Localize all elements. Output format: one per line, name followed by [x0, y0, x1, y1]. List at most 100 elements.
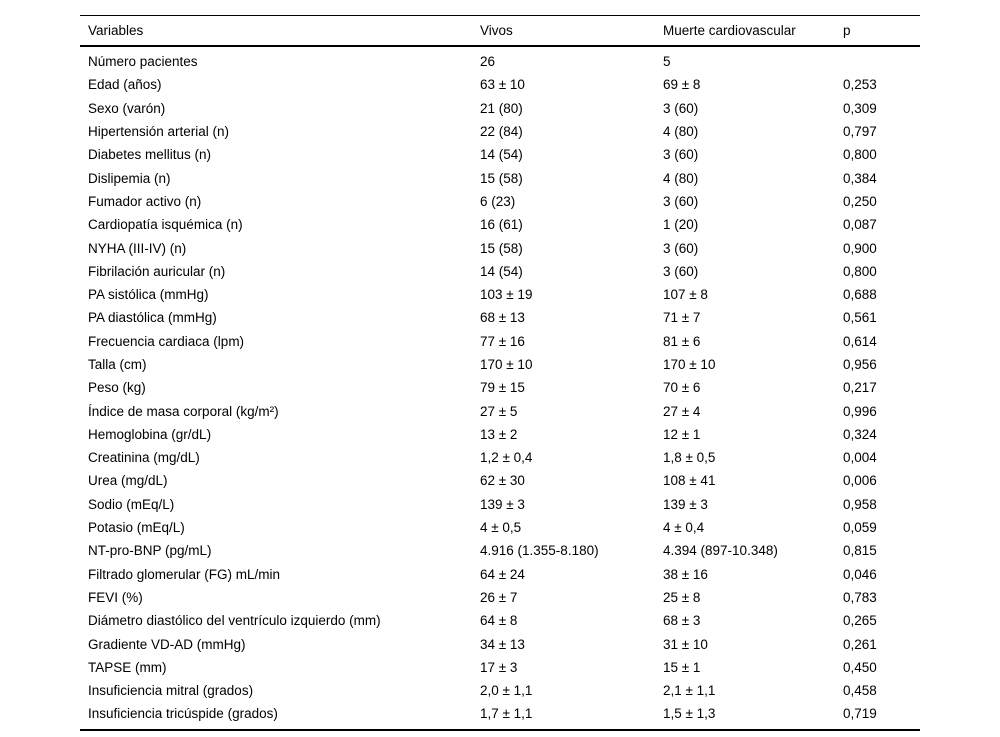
cell-vivos: 22 (84) — [480, 124, 523, 140]
table-row: PA sistólica (mmHg) 103 ± 19 107 ± 8 0,688 — [80, 283, 920, 306]
column-header-variables: Variables — [80, 15, 480, 47]
cell-variable: Diámetro diastólico del ventrículo izqui… — [88, 613, 381, 629]
table-row: Cardiopatía isquémica (n) 16 (61) 1 (20) 0,… — [80, 213, 920, 236]
cell-variable: Índice de masa corporal (kg/m²) — [88, 403, 279, 419]
cell-variable: Frecuencia cardiaca (lpm) — [88, 333, 245, 349]
cell-muerte-cardiovascular: 4 (80) — [663, 170, 699, 186]
cell-variable: Hipertensión arterial (n) — [88, 124, 230, 140]
cell-variable: Insuficiencia tricúspide (grados) — [80, 702, 480, 731]
cell-variable: Edad (años) — [88, 77, 162, 93]
cell-vivos: 13 ± 2 — [480, 426, 518, 442]
cell-p: 0,217 — [843, 380, 877, 396]
table-row: NT-pro-BNP (pg/mL) 4.916 (1.355-8.180) 4.3… — [80, 539, 920, 562]
cell-variable: FEVI (%) — [88, 589, 143, 605]
cell-variable: Cardiopatía isquémica (n) — [88, 217, 243, 233]
cell-muerte-cardiovascular: 139 ± 3 — [663, 496, 708, 512]
cell-muerte-cardiovascular: 4 (80) — [663, 124, 699, 140]
cell-p: 0,250 — [843, 193, 877, 209]
cell-muerte-cardiovascular: 3 (60) — [663, 193, 699, 209]
cell-muerte-cardiovascular: 2,1 ± 1,1 — [663, 683, 716, 699]
table-row: Fumador activo (n) 6 (23) 3 (60) 0,250 — [80, 190, 920, 213]
cell-muerte-cardiovascular: 70 ± 6 — [663, 380, 701, 396]
cell-vivos: 139 ± 3 — [480, 496, 525, 512]
cell-variable: Fibrilación auricular (n) — [88, 263, 226, 279]
table-row: NYHA (III-IV) (n) 15 (58) 3 (60) 0,900 — [80, 236, 920, 259]
cell-p: 0,996 — [843, 403, 877, 419]
cell-variable: Urea (mg/dL) — [88, 473, 168, 489]
cell-muerte-cardiovascular: 81 ± 6 — [663, 333, 701, 349]
cell-vivos: 68 ± 13 — [480, 310, 525, 326]
table-row: Fibrilación auricular (n) 14 (54) 3 (60) 0,… — [80, 260, 920, 283]
cell-variable: Fumador activo (n) — [88, 193, 202, 209]
table-row: TAPSE (mm) 17 ± 3 15 ± 1 0,450 — [80, 656, 920, 679]
cell-muerte-cardiovascular: 4.394 (897-10.348) — [663, 543, 778, 559]
cell-muerte-cardiovascular: 1,5 ± 1,3 — [663, 702, 843, 731]
table-row: PA diastólica (mmHg) 68 ± 13 71 ± 7 0,561 — [80, 306, 920, 329]
table-row: Urea (mg/dL) 62 ± 30 108 ± 41 0,006 — [80, 469, 920, 492]
cell-vivos: 14 (54) — [480, 263, 523, 279]
cell-vivos: 26 — [480, 54, 496, 70]
cell-p: 0,450 — [843, 659, 877, 675]
cell-vivos: 15 (58) — [480, 170, 523, 186]
cell-variable: Sodio (mEq/L) — [88, 496, 175, 512]
cell-p: 0,087 — [843, 217, 877, 233]
column-header-muerte-cardiovascular: Muerte cardiovascular — [663, 15, 843, 47]
table-row: Insuficiencia tricúspide (grados) 1,7 ± 1… — [80, 702, 920, 731]
cell-vivos: 1,7 ± 1,1 — [480, 702, 663, 731]
cell-p: 0,958 — [843, 496, 877, 512]
cell-p: 0,900 — [843, 240, 877, 256]
cell-variable: Potasio (mEq/L) — [88, 520, 185, 536]
column-header-vivos: Vivos — [480, 15, 663, 47]
cell-p: 0,006 — [843, 473, 877, 489]
cell-vivos: 1,2 ± 0,4 — [480, 450, 533, 466]
table-row: Gradiente VD-AD (mmHg) 34 ± 13 31 ± 10 0,26… — [80, 632, 920, 655]
table-row: Talla (cm) 170 ± 10 170 ± 10 0,956 — [80, 353, 920, 376]
cell-muerte-cardiovascular: 4 ± 0,4 — [663, 520, 705, 536]
cell-muerte-cardiovascular: 1,8 ± 0,5 — [663, 450, 716, 466]
table-row: Hemoglobina (gr/dL) 13 ± 2 12 ± 1 0,324 — [80, 423, 920, 446]
cell-muerte-cardiovascular: 71 ± 7 — [663, 310, 701, 326]
cell-vivos: 34 ± 13 — [480, 636, 525, 652]
cell-muerte-cardiovascular: 5 — [663, 54, 671, 70]
cell-muerte-cardiovascular: 107 ± 8 — [663, 287, 708, 303]
cell-p: 0,800 — [843, 263, 877, 279]
cell-variable: PA sistólica (mmHg) — [88, 287, 209, 303]
cell-vivos: 27 ± 5 — [480, 403, 518, 419]
cell-muerte-cardiovascular: 27 ± 4 — [663, 403, 701, 419]
cell-vivos: 2,0 ± 1,1 — [480, 683, 533, 699]
cell-variable: Creatinina (mg/dL) — [88, 450, 200, 466]
cell-vivos: 4.916 (1.355-8.180) — [480, 543, 599, 559]
cell-muerte-cardiovascular: 3 (60) — [663, 147, 699, 163]
cell-p: 0,797 — [843, 124, 877, 140]
table-row: Dislipemia (n) 15 (58) 4 (80) 0,384 — [80, 166, 920, 189]
cell-vivos: 103 ± 19 — [480, 287, 533, 303]
table-row: Hipertensión arterial (n) 22 (84) 4 (80) 0,… — [80, 120, 920, 143]
table-row: Peso (kg) 79 ± 15 70 ± 6 0,217 — [80, 376, 920, 399]
cell-variable: TAPSE (mm) — [88, 659, 167, 675]
table-row: Sodio (mEq/L) 139 ± 3 139 ± 3 0,958 — [80, 493, 920, 516]
cell-muerte-cardiovascular: 170 ± 10 — [663, 357, 716, 372]
cell-p: 0,309 — [843, 100, 877, 116]
table-row: Filtrado glomerular (FG) mL/min 64 ± 24 38… — [80, 563, 920, 586]
cell-p: 0,614 — [843, 333, 877, 349]
table-row: Creatinina (mg/dL) 1,2 ± 0,4 1,8 ± 0,5 0,00… — [80, 446, 920, 469]
cell-variable: Dislipemia (n) — [88, 170, 171, 186]
cell-vivos: 63 ± 10 — [480, 77, 525, 93]
cell-p: 0,046 — [843, 566, 877, 582]
cell-muerte-cardiovascular: 3 (60) — [663, 100, 699, 116]
table-header: Variables Vivos Muerte cardiovascular p — [80, 15, 920, 47]
table-row: Frecuencia cardiaca (lpm) 77 ± 16 81 ± 6 0,… — [80, 330, 920, 353]
table-row: Sexo (varón) 21 (80) 3 (60) 0,309 — [80, 97, 920, 120]
cell-p: 0,059 — [843, 520, 877, 536]
cell-vivos: 77 ± 16 — [480, 333, 525, 349]
cell-muerte-cardiovascular: 1 (20) — [663, 217, 699, 233]
cell-variable: NT-pro-BNP (pg/mL) — [88, 543, 212, 559]
cell-variable: Filtrado glomerular (FG) mL/min — [88, 566, 281, 582]
table-row: Diámetro diastólico del ventrículo izqui… — [80, 609, 920, 632]
cell-variable: PA diastólica (mmHg) — [88, 310, 217, 326]
cell-muerte-cardiovascular: 108 ± 41 — [663, 473, 716, 489]
cell-p: 0,783 — [843, 589, 877, 605]
cell-vivos: 62 ± 30 — [480, 473, 525, 489]
table-body: Número pacientes 26 5 Edad (años) 63 ± 10 69 … — [80, 46, 920, 731]
cell-p: 0,458 — [843, 683, 877, 699]
